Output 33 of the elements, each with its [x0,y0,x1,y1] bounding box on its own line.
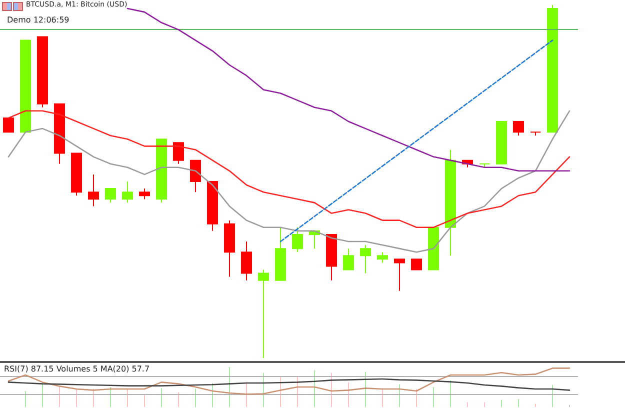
candlestick [292,226,303,253]
candlestick [37,36,48,108]
candlestick [479,163,490,168]
candlestick [445,149,456,256]
candlestick [343,248,354,270]
candlestick [326,234,337,281]
candlestick [496,120,507,164]
candlestick [428,226,439,270]
chart-title: RSI(7) 87.15 Volumes 5 MA(20) 57.7 [4,364,150,374]
candlestick [122,181,133,204]
candlestick [173,142,184,164]
candlestick [20,40,31,133]
candlestick [207,181,218,232]
candlestick [377,252,388,264]
candlestick [547,4,558,133]
candlestick [241,241,252,281]
text: Demo 12:06:59 [7,16,70,24]
candlestick [411,258,422,270]
candlestick [3,117,14,133]
candlestick [513,120,524,136]
candlestick [190,160,201,193]
candlestick [360,244,371,274]
candlestick [139,188,150,200]
candlestick [258,269,269,358]
candlestick [156,138,167,204]
candlestick [71,152,82,196]
candlestick [224,220,235,278]
candlestick [54,103,65,164]
candlestick [530,132,541,136]
candlestick [275,226,286,281]
candlestick [394,258,405,292]
candlestick [88,174,99,207]
candlestick [105,188,116,204]
